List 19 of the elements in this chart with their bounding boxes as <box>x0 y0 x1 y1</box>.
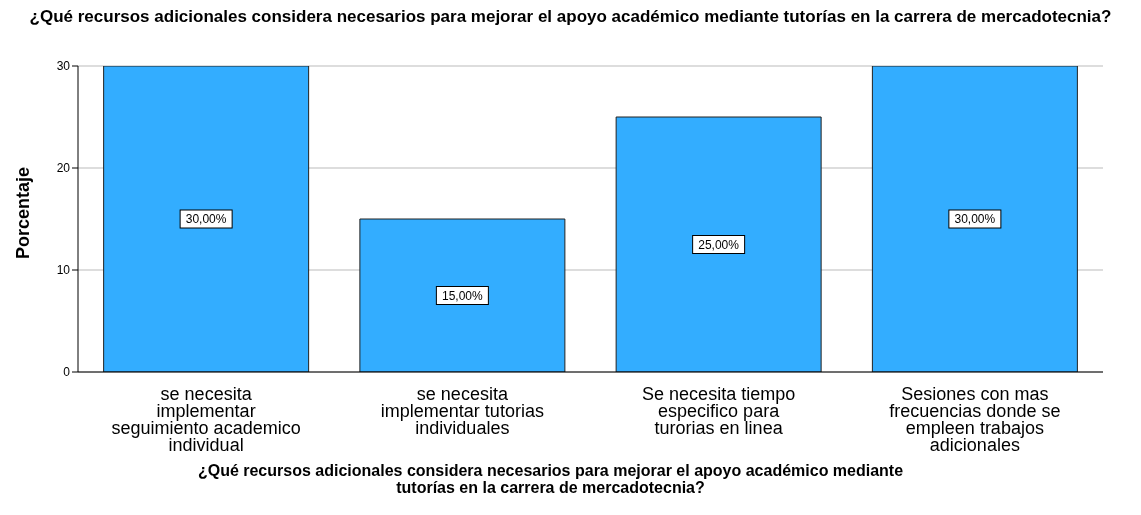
data-label: 30,00% <box>954 212 996 226</box>
bar <box>615 116 822 372</box>
y-tick-label: 20 <box>56 161 71 176</box>
bar <box>871 66 1078 372</box>
data-label: 30,00% <box>185 212 227 226</box>
y-tick-label: 0 <box>63 365 71 380</box>
y-tick-label: 30 <box>56 59 71 74</box>
x-axis-title: ¿Qué recursos adicionales considera necesarios para mejorar el apoyo académico mediante tutorías en la carrera de mercadotecnia? <box>196 462 905 496</box>
x-tick-label: Sesiones con mas frecuencias donde se empleen trabajos adicionales <box>889 384 1061 455</box>
x-tick-label: se necesita implementar tutorias individuales <box>380 384 544 438</box>
bar <box>359 218 566 372</box>
chart-title: ¿Qué recursos adicionales considera necesarios para mejorar el apoyo académico mediante tutorías en la carrera de mercadotecnia? <box>28 7 1113 28</box>
data-label: 25,00% <box>698 237 740 252</box>
x-tick-label: Se necesita tiempo especifico para turorias en linea <box>642 384 796 438</box>
data-label: 15,00% <box>442 288 484 303</box>
y-axis-title: Porcentaje <box>13 166 34 259</box>
y-tick-label: 10 <box>56 263 71 278</box>
bar <box>103 66 310 372</box>
x-tick-label: se necesita implementar seguimiento academico individual <box>111 384 301 455</box>
